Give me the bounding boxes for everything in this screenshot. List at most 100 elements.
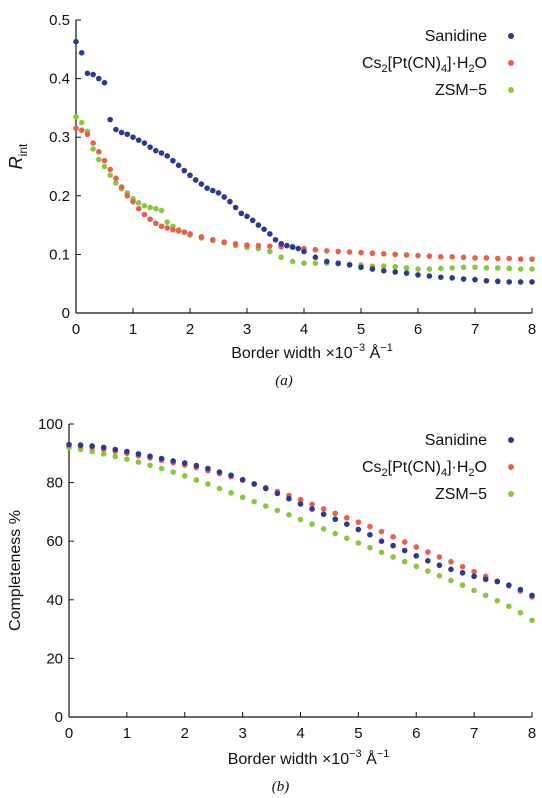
data-point [251, 498, 257, 505]
data-point [295, 245, 302, 252]
y-axis-label: Rint [6, 143, 30, 169]
data-point [96, 75, 102, 82]
data-point [413, 544, 420, 550]
data-point [135, 451, 142, 457]
data-point [494, 578, 501, 585]
data-point [332, 530, 339, 537]
x-tick-label: 0 [65, 725, 73, 742]
data-point [274, 490, 281, 497]
data-point [297, 496, 304, 503]
data-point [228, 472, 234, 479]
data-point [312, 246, 319, 253]
data-point [124, 448, 130, 455]
data-point [267, 243, 273, 249]
data-point [517, 279, 524, 285]
data-point [413, 563, 420, 570]
data-point [448, 558, 454, 565]
data-point [426, 266, 433, 272]
data-point [187, 172, 193, 179]
y-tick-label: 0.3 [49, 129, 70, 146]
x-tick-label: 5 [357, 321, 365, 338]
data-point [297, 516, 304, 523]
data-point [381, 268, 387, 274]
series-sanidine [73, 38, 535, 285]
series-zsm [66, 444, 535, 624]
data-point [112, 453, 119, 460]
data-point [232, 204, 239, 211]
data-point [261, 226, 267, 233]
data-point [367, 544, 373, 551]
data-point [320, 506, 327, 512]
data-point [529, 617, 535, 624]
data-point [438, 265, 444, 272]
data-point [193, 462, 200, 469]
data-point [90, 71, 96, 78]
data-point [460, 264, 467, 271]
data-point [135, 137, 142, 143]
data-point [112, 446, 119, 453]
data-point [221, 194, 227, 200]
data-point [124, 456, 130, 462]
data-point [100, 444, 107, 451]
data-point [73, 113, 79, 120]
data-point [84, 131, 91, 138]
data-point [344, 521, 350, 528]
data-point [73, 125, 79, 132]
x-tick-label: 7 [471, 321, 479, 338]
data-point [278, 254, 285, 261]
data-point [471, 568, 477, 575]
data-point [101, 163, 108, 170]
data-point [449, 275, 456, 281]
data-point [390, 542, 396, 549]
data-point [164, 219, 170, 225]
data-point [181, 167, 188, 174]
data-point [170, 469, 176, 475]
data-point [274, 507, 281, 514]
data-point [153, 205, 159, 212]
data-point [289, 243, 296, 250]
data-point [392, 263, 399, 270]
data-point [358, 249, 364, 256]
data-point [403, 265, 410, 271]
data-point [251, 481, 257, 487]
data-point [147, 216, 153, 223]
data-point [346, 262, 353, 268]
data-point [529, 279, 535, 285]
data-point [73, 38, 79, 45]
data-point [113, 126, 119, 133]
y-tick-label: 0 [55, 709, 63, 726]
data-point [147, 462, 153, 469]
y-tick-label: 0.4 [49, 71, 70, 88]
data-point [436, 572, 443, 579]
legend-marker [508, 491, 514, 497]
x-tick-label: 8 [528, 725, 536, 742]
data-point [118, 129, 125, 136]
data-point [262, 485, 269, 492]
legend-marker [508, 437, 514, 443]
data-point [495, 265, 501, 271]
data-point [472, 255, 478, 261]
series-sanidine [66, 441, 535, 599]
y-axis-label: Completeness % [7, 510, 24, 631]
x-axis-label: Border width ×10−3 Å−1 [228, 748, 390, 768]
data-point [459, 563, 466, 570]
data-point [170, 458, 176, 464]
data-point [449, 253, 456, 260]
data-point [494, 597, 501, 604]
data-point [124, 193, 131, 199]
data-point [332, 510, 339, 517]
data-point [381, 251, 387, 257]
data-point [77, 442, 84, 448]
data-point [278, 241, 285, 247]
legend-label: Cs2[Pt(CN)4]·H2O [362, 459, 487, 479]
data-point [204, 185, 210, 191]
legend-marker [508, 33, 514, 39]
data-point [141, 140, 148, 146]
data-point [141, 211, 148, 218]
data-point [506, 265, 512, 272]
data-point [358, 264, 364, 271]
data-point [147, 453, 153, 460]
data-point [101, 157, 108, 164]
data-point [227, 198, 233, 205]
data-point [392, 251, 399, 258]
